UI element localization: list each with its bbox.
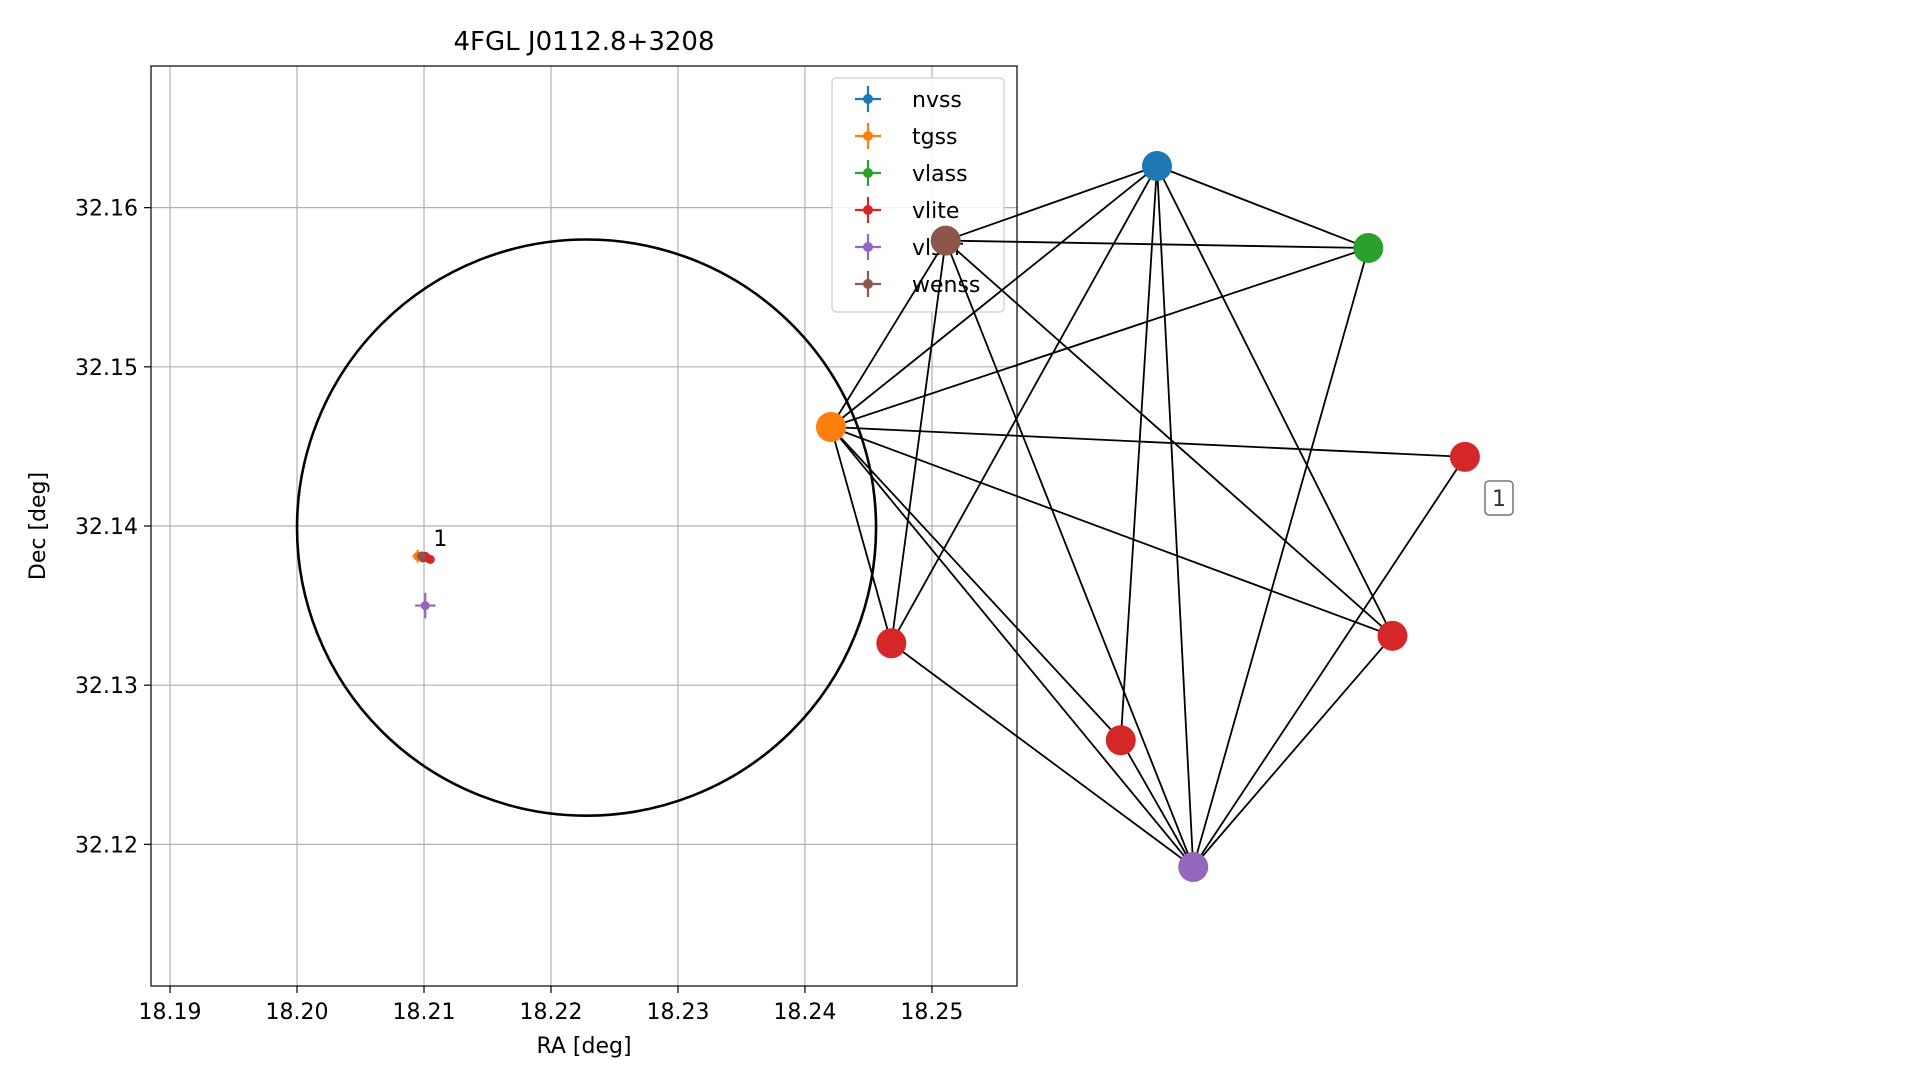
graph-label-box [1484, 480, 1514, 516]
x-tick-label: 18.22 [519, 1000, 582, 1025]
graph-edge [945, 239, 1369, 249]
graph-node-vlass [1353, 233, 1384, 264]
graph-edge [890, 240, 947, 644]
graph-label: 1 [1484, 480, 1514, 516]
legend: nvsstgssvlassvlitevlssrwenss [831, 77, 1005, 313]
graph-edge [830, 426, 1393, 637]
graph-edge [830, 426, 893, 644]
error-circle-layer [295, 238, 878, 817]
legend-item-vlite: vlite [855, 197, 959, 224]
graph-edge [1119, 165, 1158, 741]
legend-swatch-marker [863, 205, 873, 215]
legend-label: vlass [912, 162, 968, 187]
y-tick-label: 32.14 [75, 515, 138, 540]
point-annotation: 1 [433, 527, 447, 552]
y-tick-label: 32.12 [75, 833, 138, 858]
legend-item-vlass: vlass [855, 160, 968, 187]
graph-edge [1192, 247, 1370, 868]
y-tick-label: 32.16 [75, 197, 138, 222]
graph-edge [1119, 739, 1195, 868]
legend-label: vlite [912, 199, 959, 224]
chart-title: 4FGL J0112.8+3208 [454, 27, 715, 57]
error-circle [295, 238, 878, 817]
y-tick-label: 32.13 [75, 674, 138, 699]
graph-edge [944, 240, 1195, 868]
graph-node-wenss [930, 225, 961, 256]
ticks-layer: 18.19 18.20 18.21 18.22 18.23 18.24 18.25 32.12… [75, 197, 963, 1025]
legend-swatch-marker [863, 279, 873, 289]
x-tick-label: 18.23 [646, 1000, 709, 1025]
point-marker [416, 551, 426, 561]
graph-edge [945, 165, 1158, 242]
graph-edge [830, 240, 947, 428]
legend-item-nvss: nvss [855, 86, 962, 113]
nodes-layer [815, 151, 1480, 882]
graph-edge [830, 426, 1194, 868]
y-axis-label: Dec [deg] [26, 472, 51, 580]
network-panel: 1 [815, 151, 1514, 882]
graph-edge [945, 239, 1394, 637]
graph-edge [830, 426, 1465, 458]
x-tick-label: 18.21 [393, 1000, 456, 1025]
legend-swatch-marker [863, 131, 873, 141]
legend-item-tgss: tgss [855, 123, 958, 150]
graph-node-tgss [815, 412, 846, 443]
graph-node-vlite_c [1377, 620, 1408, 651]
legend-label: nvss [912, 88, 962, 113]
legend-swatch-marker [863, 94, 873, 104]
graph-edge [830, 247, 1369, 428]
legend-label: tgss [912, 125, 958, 150]
graph-edge [1156, 165, 1369, 249]
graph-edge [890, 165, 1158, 644]
graph-edge [1156, 165, 1195, 868]
graph-edge [890, 642, 1194, 868]
graph-node-vlssr [1178, 852, 1209, 882]
data-point-wenss [416, 551, 426, 562]
y-tick-label: 32.15 [75, 356, 138, 381]
edges-layer [830, 165, 1466, 868]
graph-node-vlite_b [876, 628, 907, 659]
legend-label: wenss [912, 273, 980, 298]
x-tick-label: 18.20 [266, 1000, 329, 1025]
legend-swatch-marker [863, 168, 873, 178]
graph-edge [830, 165, 1158, 428]
x-tick-label: 18.24 [773, 1000, 836, 1025]
x-tick-label: 18.19 [139, 1000, 202, 1025]
data-point-vlssr [415, 592, 436, 619]
legend-swatch-marker [863, 242, 873, 252]
graph-edge [830, 426, 1122, 741]
points-layer [412, 549, 436, 619]
graph-node-vlite_a [1449, 441, 1480, 472]
graph-label-text: 1 [1492, 487, 1506, 512]
x-axis-label: RA [deg] [536, 1034, 631, 1059]
graph-edge [1192, 456, 1466, 868]
graph-node-vlite_d [1105, 725, 1136, 756]
point-marker [420, 601, 430, 611]
graph-edge [1192, 635, 1394, 868]
graph-node-nvss [1142, 151, 1172, 181]
x-tick-label: 18.25 [900, 1000, 963, 1025]
